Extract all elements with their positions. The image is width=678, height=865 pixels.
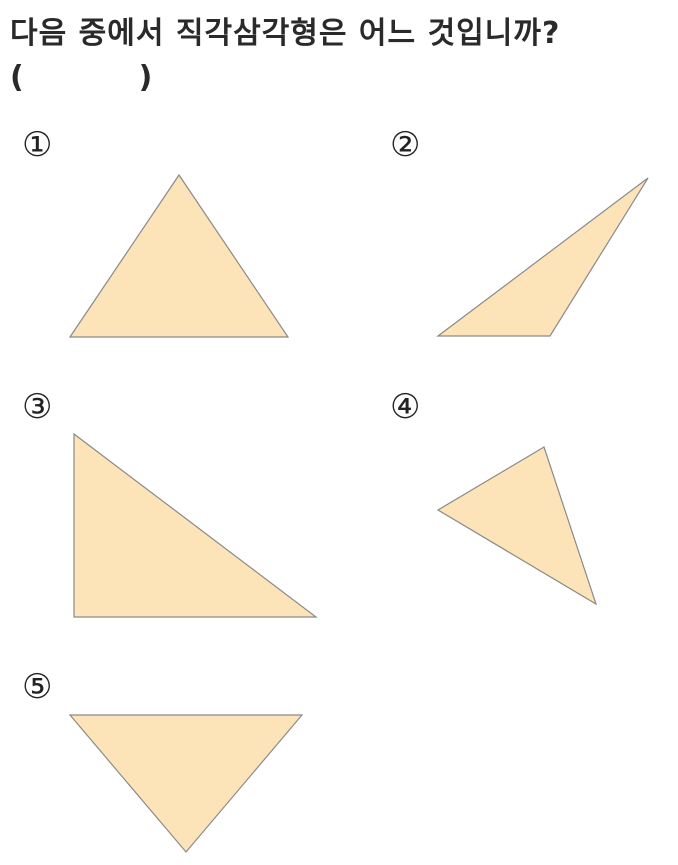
question-text: 다음 중에서 직각삼각형은 어느 것입니까? xyxy=(10,16,561,51)
option-4-label: ④ xyxy=(390,387,421,427)
option-2-label: ② xyxy=(390,125,421,165)
triangle-option-5[interactable] xyxy=(68,714,304,853)
option-3-label: ③ xyxy=(22,387,53,427)
triangle-option-4[interactable] xyxy=(436,446,598,606)
answer-blank[interactable]: ( ) xyxy=(10,60,153,95)
option-5-label: ⑤ xyxy=(22,667,53,707)
triangle-option-1[interactable] xyxy=(68,173,290,338)
option-1-label: ① xyxy=(22,125,53,165)
triangle-option-2[interactable] xyxy=(436,177,649,337)
triangle-option-3[interactable] xyxy=(73,432,318,618)
